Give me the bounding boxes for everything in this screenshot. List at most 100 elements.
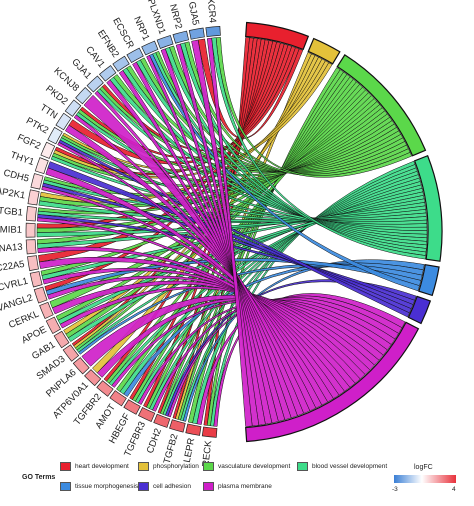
ribbon-apoe-plasma-membrane	[59, 286, 375, 371]
ribbon-layer	[36, 37, 428, 427]
gene-label-slc22a5: SLC22A5	[0, 259, 25, 276]
legend-swatch	[138, 482, 149, 491]
gene-label-acvrl1: ACVRL1	[0, 276, 29, 295]
legend-item-plasma-membrane: plasma membrane	[203, 482, 272, 491]
gene-block-cxcr4	[205, 25, 221, 37]
gene-label-reck: RECK	[200, 439, 214, 467]
term-arc-phosphorylation	[307, 37, 341, 65]
gene-block-fgf2	[40, 141, 56, 159]
logfc-min-label: -3	[392, 486, 398, 493]
legend-label: vasculature development	[218, 463, 291, 470]
legend-item-cell-adhesion: cell adhesion	[138, 482, 191, 491]
gene-block-ecscr	[126, 47, 144, 64]
logfc-colorbar: logFC -3 4	[392, 464, 464, 496]
logfc-gradient	[394, 475, 456, 483]
gene-label-cdh5: CDH5	[2, 168, 30, 185]
ribbon-cerkl-plasma-membrane	[52, 280, 371, 375]
ribbon-cxcr4-blood-vessel-development	[211, 37, 426, 260]
gene-block-gna13	[25, 239, 37, 255]
gene-label-mib1: MIB1	[0, 224, 22, 235]
ribbon-itgb1-vasculature-development	[37, 107, 386, 215]
ribbon-nrp1-blood-vessel-development	[152, 52, 427, 249]
ribbon-gna13-plasma-membrane	[37, 246, 351, 392]
legend-item-blood-vessel-development: blood vessel development	[297, 462, 387, 471]
ribbon-efnb2-plasma-membrane	[118, 70, 292, 421]
legend-label: phosphorylation	[153, 463, 199, 470]
term-arc-heart-development	[245, 21, 310, 51]
term-arc-blood-vessel-development	[413, 154, 443, 262]
gene-block-cerkl	[39, 301, 54, 320]
gene-block-slc22a5	[27, 255, 39, 272]
gene-block-cav1	[99, 65, 117, 82]
ribbon-cdh5-plasma-membrane	[41, 186, 340, 399]
ribbon-smad3-phosphorylation	[73, 55, 319, 349]
gene-label-cxcr4: CXCR4	[204, 0, 218, 23]
legend-item-phosphorylation: phosphorylation	[138, 462, 199, 471]
legend-swatch	[60, 462, 71, 471]
legend-label: heart development	[75, 463, 129, 470]
gene-label-gja5: GJA5	[186, 1, 201, 26]
ribbon-kcnj8-plasma-membrane	[83, 94, 311, 414]
ribbon-gja5-heart-development	[197, 38, 304, 139]
gene-block-hbegf	[123, 399, 141, 415]
gene-block-nrp1	[141, 40, 159, 56]
gene-block-apoe	[45, 316, 62, 334]
ribbon-itgb1-plasma-membrane	[37, 217, 345, 396]
legend-swatch	[60, 482, 71, 491]
legend-item-vasculature-development: vasculature development	[203, 462, 290, 471]
ribbon-nrp1-plasma-membrane	[146, 54, 279, 424]
gene-block-amot	[109, 390, 127, 407]
gene-block-cdh2	[153, 413, 171, 428]
gene-label-lepr: LEPR	[182, 437, 198, 464]
gene-block-plxnd1	[156, 34, 174, 49]
ribbon-smad3-blood-vessel-development	[76, 188, 424, 353]
gene-label-fgf2: FGF2	[16, 132, 43, 152]
gene-block-atp6v0a1	[84, 369, 102, 387]
gene-block-cdh5	[30, 173, 44, 190]
ribbon-pkd2-vasculature-development	[77, 109, 397, 177]
ribbon-gja1-plasma-membrane	[94, 90, 305, 416]
ribbon-tgfbr2-plasma-membrane	[111, 298, 388, 388]
gene-label-itgb1: ITGB1	[0, 205, 23, 218]
gene-label-map2k1: MAP2K1	[0, 184, 26, 201]
go-terms-legend: GO Terms heart development phosphorylati…	[22, 458, 402, 498]
ribbon-nrp2-plasma-membrane	[175, 43, 266, 426]
ribbon-ptk2-plasma-membrane	[57, 141, 329, 406]
ribbon-plxnd1-plasma-membrane	[160, 48, 273, 425]
ribbon-fgf2-phosphorylation	[53, 60, 330, 179]
ribbon-ttn-plasma-membrane	[64, 124, 323, 409]
gene-label-nrp2: NRP2	[167, 3, 184, 30]
gene-block-acvrl1	[29, 271, 43, 288]
gene-block-tgfbr2	[96, 380, 114, 397]
ribbon-tgfbr3-plasma-membrane	[152, 298, 396, 412]
legend-title: GO Terms	[22, 474, 56, 481]
ribbon-pkd2-plasma-membrane	[73, 114, 317, 412]
ribbon-atp6v0a1-plasma-membrane	[96, 297, 384, 378]
term-arc-cell-adhesion	[407, 295, 432, 325]
gene-block-thy1	[34, 157, 49, 175]
gene-label-cdh2: CDH2	[145, 427, 164, 455]
gene-block-mib1	[25, 222, 36, 238]
ribbon-cxcr4-plasma-membrane	[206, 37, 253, 427]
legend-swatch	[138, 462, 149, 471]
ribbon-fgf2-blood-vessel-development	[50, 155, 428, 225]
ribbon-nrp2-blood-vessel-development	[180, 42, 427, 256]
gene-label-gna13: GNA13	[0, 242, 23, 255]
gene-block-smad3	[62, 344, 80, 362]
gene-label-ttn: TTN	[38, 102, 60, 121]
legend-label: blood vessel development	[312, 463, 388, 470]
gene-block-lepr	[185, 423, 202, 436]
ribbon-smad3-vasculature-development	[74, 86, 366, 351]
legend-item-tissue-morphogenesis: tissue morphogenesis	[60, 482, 138, 491]
ribbon-hbegf-plasma-membrane	[137, 299, 392, 405]
legend-swatch	[203, 462, 214, 471]
ribbon-nrp1-tissue-morphogenesis	[149, 53, 420, 292]
legend-item-heart-development: heart development	[60, 462, 129, 471]
ribbon-ptk2-blood-vessel-development	[59, 137, 428, 228]
term-arc-tissue-morphogenesis	[418, 263, 440, 297]
ribbon-lepr-blood-vessel-development	[192, 164, 417, 425]
gene-block-ptk2	[47, 126, 63, 145]
gene-block-pkd2	[64, 99, 82, 117]
ribbon-ecscr-plasma-membrane	[132, 61, 286, 422]
